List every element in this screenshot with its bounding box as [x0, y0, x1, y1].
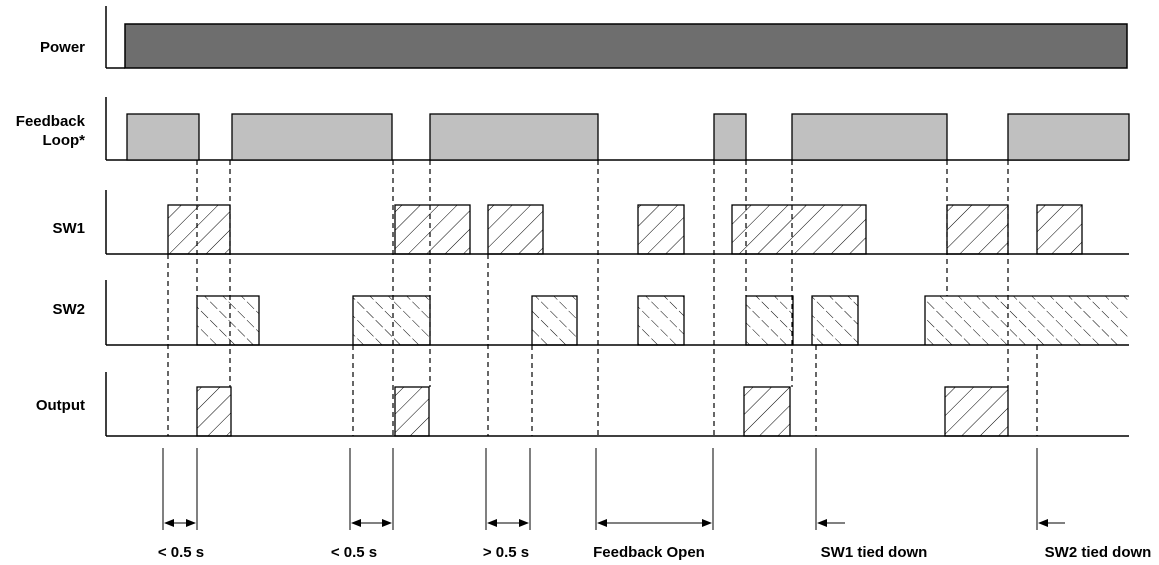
sw2-pulse — [811, 295, 859, 346]
feedback-pulse — [713, 113, 747, 161]
output-pulse — [394, 386, 430, 437]
output-trace — [105, 372, 1129, 437]
feedback-pulse — [126, 113, 200, 161]
sw2-pulse — [352, 295, 431, 346]
annotation-label: Feedback Open — [593, 544, 705, 561]
feedback-pulse — [231, 113, 393, 161]
label-power: Power — [40, 39, 85, 56]
output-pulse — [944, 386, 1009, 437]
annotation-label: < 0.5 s — [331, 544, 377, 561]
feedback-pulse — [1007, 113, 1130, 161]
sw2-pulse — [531, 295, 578, 346]
sw2-pulse — [637, 295, 685, 346]
annotations: < 0.5 s < 0.5 s > 0.5 s Feedback Open SW… — [158, 448, 1151, 561]
label-feedback-line1: Feedback — [16, 113, 86, 130]
sw2-pulse — [196, 295, 260, 346]
sw2-pulse — [745, 295, 794, 346]
sw1-pulse — [1036, 204, 1083, 255]
power-pulse — [124, 23, 1128, 69]
sw1-pulse — [487, 204, 544, 255]
output-pulse — [743, 386, 791, 437]
label-output: Output — [36, 397, 85, 414]
sw1-trace — [105, 190, 1129, 255]
feedback-pulse — [429, 113, 599, 161]
annotation-label: SW1 tied down — [821, 544, 928, 561]
feedback-trace — [105, 97, 1130, 161]
power-trace — [105, 6, 1128, 69]
sw1-pulse — [731, 204, 867, 255]
annotation-label: < 0.5 s — [158, 544, 204, 561]
sw2-trace — [105, 280, 1129, 346]
sw2-pulse-open — [924, 295, 1129, 345]
annotation-label: SW2 tied down — [1045, 544, 1152, 561]
annotation-label: > 0.5 s — [483, 544, 529, 561]
sw1-pulse — [394, 204, 471, 255]
timing-guides — [167, 160, 1038, 436]
label-sw1: SW1 — [52, 220, 85, 237]
label-feedback-line2: Loop* — [43, 132, 86, 149]
sw1-pulse — [946, 204, 1009, 255]
output-pulse — [196, 386, 232, 437]
feedback-pulse — [791, 113, 948, 161]
sw1-pulse — [167, 204, 231, 255]
sw1-pulse — [637, 204, 685, 255]
label-sw2: SW2 — [52, 301, 85, 318]
